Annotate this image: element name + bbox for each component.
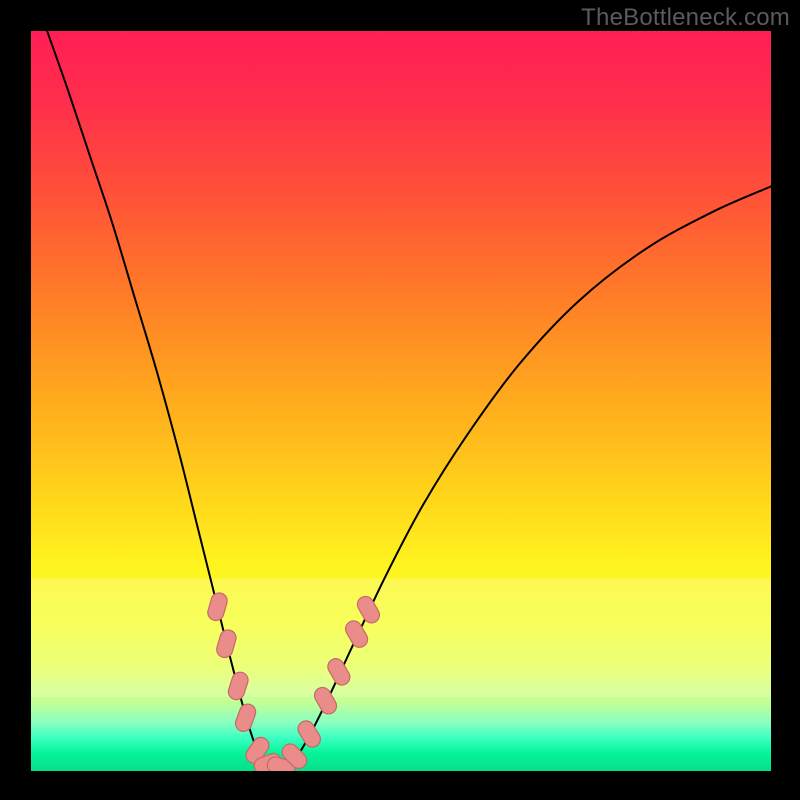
- plot-area: [31, 31, 771, 771]
- chart-stage: TheBottleneck.com: [0, 0, 800, 800]
- watermark-text: TheBottleneck.com: [581, 4, 790, 32]
